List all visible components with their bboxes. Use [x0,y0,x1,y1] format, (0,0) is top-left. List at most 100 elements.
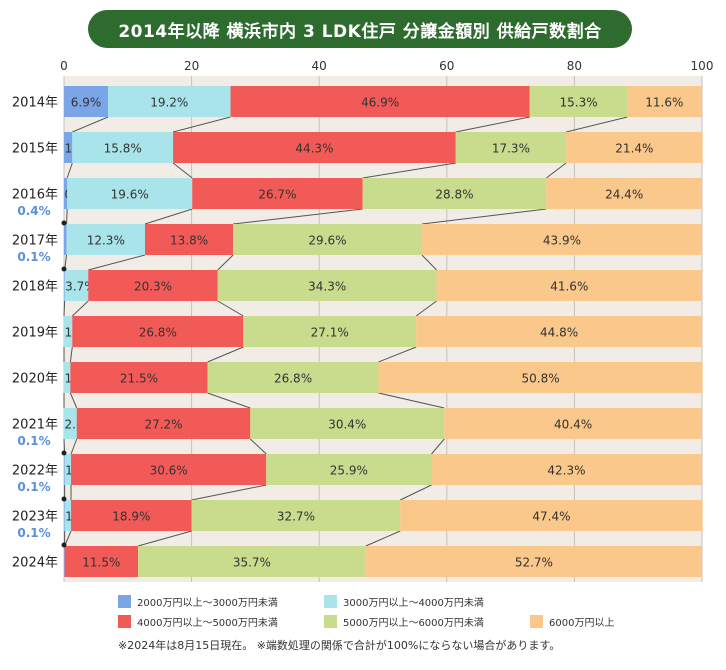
bar-segment [64,500,65,531]
bar-segment [378,362,703,393]
callout-dot [61,496,67,502]
bar-segment [71,500,192,531]
callout-label: 0.1% [17,480,50,494]
data-label: 46.9% [361,96,399,110]
data-label: 25.9% [330,464,368,478]
legend-item: 3000万円以上～4000万円未満 [324,594,484,609]
bar-segment [64,454,72,485]
data-label: 19.6% [111,188,149,202]
bar-segment [444,408,702,439]
connector-line [249,438,267,455]
data-label: 34.3% [308,280,346,294]
legend-swatch [530,615,543,628]
bar-segment [64,270,89,301]
data-label: 24.4% [605,188,643,202]
connector-line [362,162,456,179]
y-tick-label: 2015年 [12,142,58,157]
callout-dot [61,542,67,548]
connector-line [455,116,530,133]
bar-segment [64,454,65,485]
legend-item: 2000万円以上～3000万円未満 [118,594,278,609]
callout-label: 0.1% [17,250,50,264]
callout-dot [61,266,67,272]
bar-segment [455,132,567,163]
legend-item: 5000万円以上～6000万円未満 [324,614,484,629]
data-label: 44.3% [295,142,333,156]
x-tick-label: 80 [567,59,582,73]
y-tick-label: 2023年 [12,510,58,525]
bar-segment [436,270,702,301]
data-label: 27.1% [311,326,349,340]
connector-line [70,438,78,455]
connector-line [400,484,432,501]
stacked-bar-chart: 0 20 40 60 80 100 6.9% 19.2% 46.9% 15.3% 11.6% 2014… [12,59,713,582]
data-label: 26.7% [258,188,296,202]
footnote: ※2024年は8月15日現在。 ※端数処理の関係で合計が100%にならない場合が… [118,639,561,652]
connector-line [69,392,78,409]
data-label: 43.9% [543,234,581,248]
legend-label: 5000万円以上～6000万円未満 [343,618,484,629]
bar-segment [365,546,702,577]
connector-line [66,162,73,179]
bar-segment [64,362,71,393]
legend-item: 6000万円以上 [530,614,614,629]
bar-segment [191,500,401,531]
data-label: 3.7% [65,280,96,294]
data-label: 26.8% [274,372,312,386]
bar-segment [400,500,703,531]
data-label: 21.4% [615,142,653,156]
data-label: 42.3% [547,464,585,478]
legend-swatch [118,595,131,608]
bar-segment [64,316,73,347]
callout-label: 0.1% [17,434,50,448]
connector-line [546,162,567,179]
bar-segment [66,224,146,255]
bar-segment [173,132,456,163]
connector-line [69,346,73,363]
bar-segment [529,86,628,117]
y-tick-label: 2021年 [12,418,58,433]
connector-line [72,116,109,133]
legend-swatch [324,595,337,608]
data-label: 18.9% [112,510,150,524]
bar-segment [145,224,234,255]
connector-line [378,392,445,409]
data-label: 13.8% [170,234,208,248]
bar-segment [566,132,703,163]
callout-label: 0.1% [17,526,50,540]
bar-segment [431,454,702,485]
legend-label: 3000万円以上～4000万円未満 [343,598,484,609]
bar-segment [243,316,417,347]
legend-swatch [324,615,337,628]
bar-segment [64,132,73,163]
data-label: 52.7% [515,556,553,570]
connector-line [415,300,437,317]
bar-segment [230,86,530,117]
data-label: 35.7% [233,556,271,570]
data-label: 17.3% [492,142,530,156]
legend-item: 4000万円以上～5000万円未満 [118,614,278,629]
bar-segment [421,224,702,255]
legend-label: 4000万円以上～5000万円未満 [137,618,278,629]
data-label: 27.2% [144,418,182,432]
connector-line [63,300,66,317]
connector-line [217,300,244,317]
bar-segment [108,86,231,117]
data-label: 15.8% [104,142,142,156]
connector-line [207,346,244,363]
data-label: 29.6% [308,234,346,248]
bar-segment [70,362,208,393]
data-label: 41.6% [550,280,588,294]
data-label: 11.6% [645,96,683,110]
connector-line [88,254,146,271]
connector-line [565,116,628,133]
data-label: 21.5% [120,372,158,386]
bar-segment [546,178,702,209]
bar-segment [72,316,244,347]
y-tick-label: 2017年 [12,234,58,249]
data-label: 40.4% [554,418,592,432]
connector-line [71,300,89,317]
data-label: 15.3% [559,96,597,110]
connector-line [172,116,231,133]
x-tick-label: 0 [60,59,68,73]
